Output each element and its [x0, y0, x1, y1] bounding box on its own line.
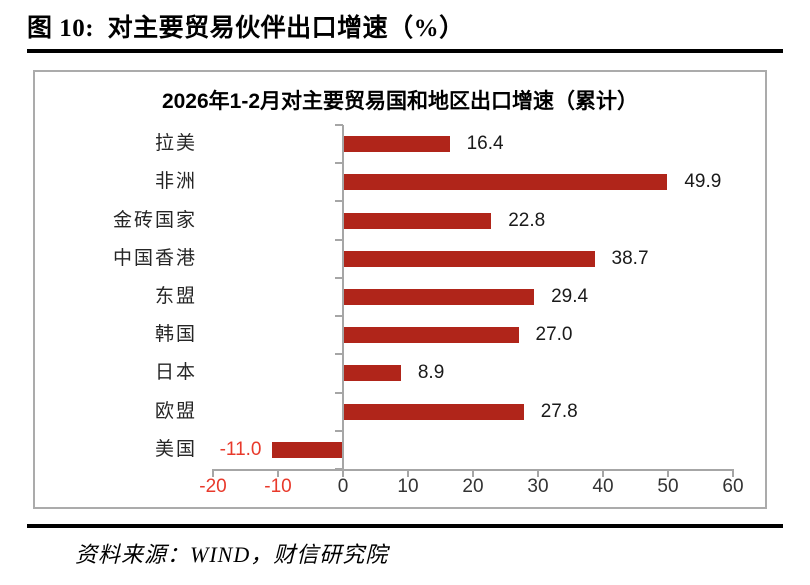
y-axis-tick: [335, 429, 343, 432]
data-bar: [343, 289, 535, 305]
x-axis-tick: [407, 469, 409, 477]
x-axis-tick: [537, 469, 539, 477]
data-bar: [343, 365, 401, 382]
x-axis-tick: [472, 469, 474, 477]
value-label: 29.4: [551, 286, 589, 307]
value-label: 27.0: [535, 324, 573, 346]
data-bar: [271, 441, 343, 458]
data-bar: [343, 174, 668, 191]
value-label: -11.0: [219, 438, 262, 460]
x-axis-tick: [342, 469, 344, 477]
value-label: 27.8: [540, 400, 578, 422]
x-axis-tick: [212, 469, 214, 477]
x-axis-tick: [732, 469, 734, 477]
x-axis-tick-label: -20: [199, 476, 227, 497]
category-label: 韩国: [154, 324, 197, 346]
data-bar: [343, 403, 524, 420]
y-axis-tick: [335, 124, 343, 126]
category-label: 美国: [154, 438, 197, 460]
category-label: 非洲: [154, 171, 197, 193]
x-axis-tick-label: -10: [264, 476, 292, 497]
x-axis-tick-label: 40: [592, 476, 614, 497]
x-axis-tick-label: 60: [722, 476, 744, 497]
category-label: 拉美: [154, 133, 197, 155]
value-label: 49.9: [684, 171, 722, 193]
value-label: 22.8: [508, 209, 546, 231]
value-label: 8.9: [417, 362, 445, 384]
value-label: 38.7: [611, 247, 649, 269]
bottom-divider: [27, 524, 783, 528]
chart-title: 2026年1-2月对主要贸易国和地区出口增速（累计）: [161, 90, 639, 113]
x-axis-tick-label: 0: [337, 476, 349, 497]
y-axis-tick: [335, 162, 343, 165]
category-label: 欧盟: [154, 400, 197, 422]
y-axis-tick: [335, 238, 343, 241]
x-axis-tick: [667, 469, 669, 477]
y-axis-line: [342, 125, 344, 471]
x-axis-tick: [277, 469, 279, 477]
category-label: 金砖国家: [112, 209, 197, 231]
y-axis-tick: [335, 353, 343, 356]
x-axis-tick-label: 20: [462, 476, 484, 497]
x-axis-tick-label: 30: [527, 476, 549, 497]
chart-area: 2026年1-2月对主要贸易国和地区出口增速（累计） 拉美 16.4 非洲 49.9 金…: [33, 70, 767, 509]
x-axis-tick-label: 50: [657, 476, 679, 497]
data-bar: [343, 212, 492, 229]
y-axis-tick: [335, 200, 343, 203]
data-bar: [343, 136, 450, 153]
category-label: 中国香港: [112, 247, 197, 269]
y-axis-tick: [335, 315, 343, 318]
top-divider: [27, 49, 783, 53]
data-bar: [343, 327, 519, 344]
x-axis-tick-label: 10: [397, 476, 419, 497]
category-label: 日本: [154, 362, 197, 384]
x-axis-tick: [602, 469, 604, 477]
source-note: 资料来源：WIND，财信研究院: [75, 542, 389, 567]
figure-title: 图 10: 对主要贸易伙伴出口增速（%）: [27, 15, 465, 42]
value-label: 16.4: [466, 133, 504, 155]
data-bar: [343, 250, 595, 267]
category-label: 东盟: [154, 286, 197, 307]
y-axis-tick: [335, 276, 343, 279]
y-axis-tick: [335, 391, 343, 394]
